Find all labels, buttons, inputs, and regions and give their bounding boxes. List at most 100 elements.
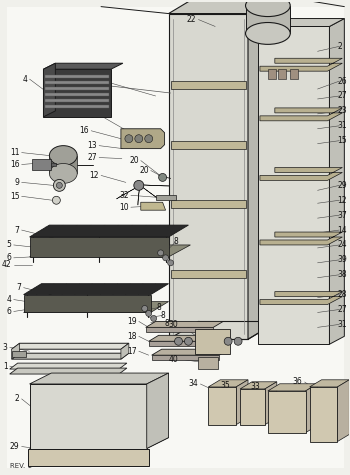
Text: 14: 14 — [337, 226, 347, 235]
Polygon shape — [138, 183, 140, 205]
Polygon shape — [141, 202, 166, 210]
Polygon shape — [49, 156, 77, 173]
Text: 12: 12 — [90, 171, 99, 180]
Polygon shape — [28, 448, 149, 466]
Polygon shape — [146, 327, 213, 332]
Text: 19: 19 — [127, 317, 137, 326]
Circle shape — [145, 135, 153, 142]
Polygon shape — [51, 162, 56, 167]
Text: 4: 4 — [7, 295, 12, 304]
Polygon shape — [46, 93, 109, 96]
Text: 36: 36 — [293, 378, 303, 387]
Circle shape — [134, 180, 144, 190]
Text: 40: 40 — [169, 355, 178, 364]
Text: 37: 37 — [337, 210, 347, 219]
Circle shape — [168, 260, 174, 266]
Polygon shape — [268, 391, 306, 433]
Text: 8: 8 — [164, 319, 169, 328]
Polygon shape — [170, 270, 246, 278]
Ellipse shape — [49, 146, 77, 165]
Circle shape — [158, 250, 163, 256]
Polygon shape — [12, 353, 129, 359]
Circle shape — [125, 135, 133, 142]
Text: 34: 34 — [189, 380, 198, 389]
Polygon shape — [23, 302, 169, 313]
Polygon shape — [149, 335, 226, 341]
Polygon shape — [260, 58, 342, 71]
Polygon shape — [246, 6, 290, 33]
Text: 23: 23 — [337, 106, 347, 115]
Text: 13: 13 — [88, 141, 97, 150]
Text: 28: 28 — [337, 290, 347, 299]
Polygon shape — [337, 380, 349, 442]
Text: 39: 39 — [337, 256, 347, 265]
Circle shape — [184, 337, 193, 345]
Polygon shape — [169, 14, 248, 339]
Polygon shape — [23, 284, 169, 294]
Polygon shape — [240, 382, 277, 389]
Polygon shape — [170, 200, 246, 208]
Polygon shape — [278, 69, 286, 79]
Text: 2: 2 — [337, 42, 342, 51]
Text: 24: 24 — [337, 240, 347, 249]
Circle shape — [135, 135, 143, 142]
Polygon shape — [32, 159, 51, 171]
Text: 11: 11 — [10, 148, 20, 157]
Polygon shape — [43, 69, 111, 117]
Polygon shape — [329, 19, 344, 344]
Polygon shape — [208, 387, 236, 425]
Polygon shape — [29, 437, 169, 448]
Polygon shape — [248, 0, 278, 339]
Polygon shape — [147, 373, 169, 448]
Text: 17: 17 — [127, 347, 137, 356]
Text: 20: 20 — [139, 166, 149, 175]
Circle shape — [151, 315, 157, 322]
Text: 8: 8 — [174, 238, 178, 247]
Ellipse shape — [49, 163, 77, 183]
Circle shape — [52, 196, 60, 204]
Text: 27: 27 — [88, 153, 97, 162]
Text: 26: 26 — [337, 76, 347, 86]
Polygon shape — [260, 292, 342, 304]
Polygon shape — [310, 387, 337, 442]
Polygon shape — [170, 81, 246, 89]
Text: 7: 7 — [15, 226, 20, 235]
Ellipse shape — [246, 0, 290, 17]
Polygon shape — [29, 245, 190, 257]
Polygon shape — [46, 99, 109, 102]
Text: 27: 27 — [337, 92, 347, 101]
Polygon shape — [260, 232, 342, 245]
Text: 8: 8 — [161, 311, 166, 320]
Polygon shape — [258, 27, 329, 344]
Text: 38: 38 — [337, 270, 347, 279]
Polygon shape — [23, 294, 151, 313]
Circle shape — [224, 337, 232, 345]
Text: 6: 6 — [7, 307, 12, 316]
Polygon shape — [121, 343, 129, 359]
Text: 42: 42 — [2, 260, 12, 269]
Circle shape — [54, 180, 65, 191]
Polygon shape — [260, 108, 342, 121]
Circle shape — [146, 311, 152, 316]
Polygon shape — [156, 195, 176, 200]
Polygon shape — [208, 380, 248, 387]
Polygon shape — [265, 382, 277, 425]
Polygon shape — [29, 237, 169, 257]
Text: 35: 35 — [220, 381, 230, 390]
Text: REV. 1: REV. 1 — [10, 464, 32, 469]
Text: 15: 15 — [10, 192, 20, 201]
Polygon shape — [268, 69, 276, 79]
Text: 2: 2 — [15, 394, 20, 403]
Text: 22: 22 — [187, 15, 196, 24]
Polygon shape — [169, 0, 278, 14]
Text: 21: 21 — [99, 78, 109, 87]
Polygon shape — [117, 184, 141, 199]
Text: 30: 30 — [169, 320, 178, 329]
Text: 33: 33 — [250, 382, 260, 391]
Text: 4: 4 — [23, 75, 28, 84]
Text: 7: 7 — [17, 283, 22, 292]
Circle shape — [56, 182, 62, 189]
Text: 27: 27 — [337, 305, 347, 314]
Polygon shape — [310, 380, 349, 387]
Circle shape — [142, 305, 148, 312]
